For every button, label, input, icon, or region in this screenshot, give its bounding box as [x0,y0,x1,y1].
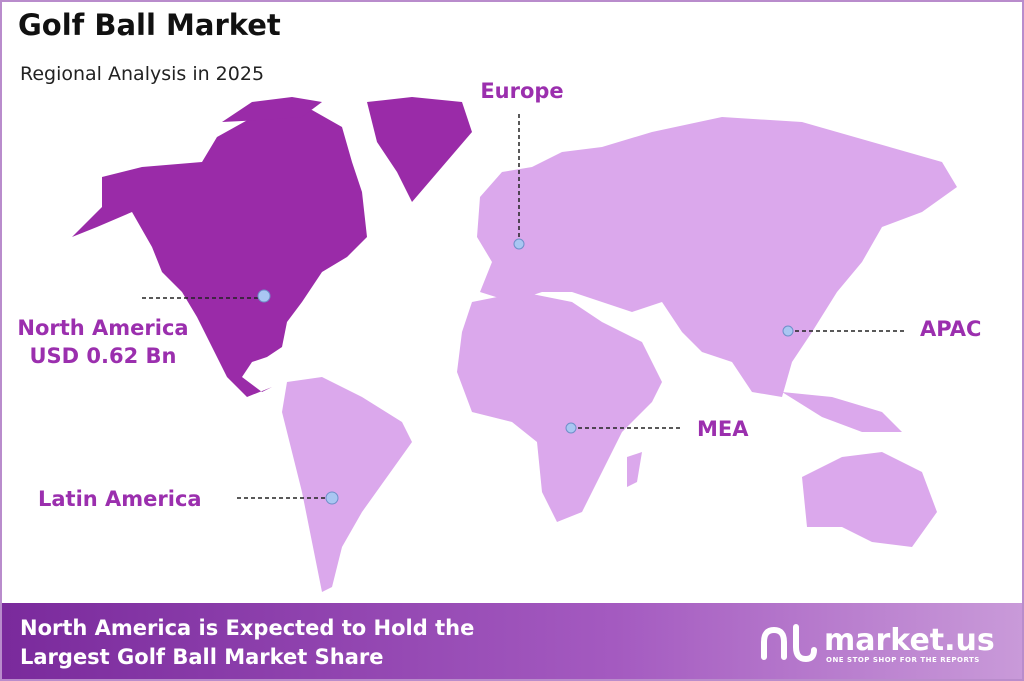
title: Golf Ball Market [18,8,281,42]
footer-text: Largest Golf Ball Market Share [20,645,384,669]
subtitle: Regional Analysis in 2025 [20,63,264,85]
logo-tagline: ONE STOP SHOP FOR THE REPORTS [826,656,980,664]
logo-icon [761,624,817,663]
region-label: Europe [480,79,563,103]
leader-lines [142,114,907,505]
footer-band [2,603,1022,679]
footer-text: North America is Expected to Hold the [20,616,474,640]
region-value: USD 0.62 Bn [30,344,177,368]
region-label: Latin America [38,487,202,511]
region-label: APAC [920,317,981,341]
other-continents [282,117,957,592]
region-label: MEA [697,417,749,441]
north-america [72,97,472,397]
logo-name: market.us [824,623,995,658]
region-label: North America [17,316,188,340]
